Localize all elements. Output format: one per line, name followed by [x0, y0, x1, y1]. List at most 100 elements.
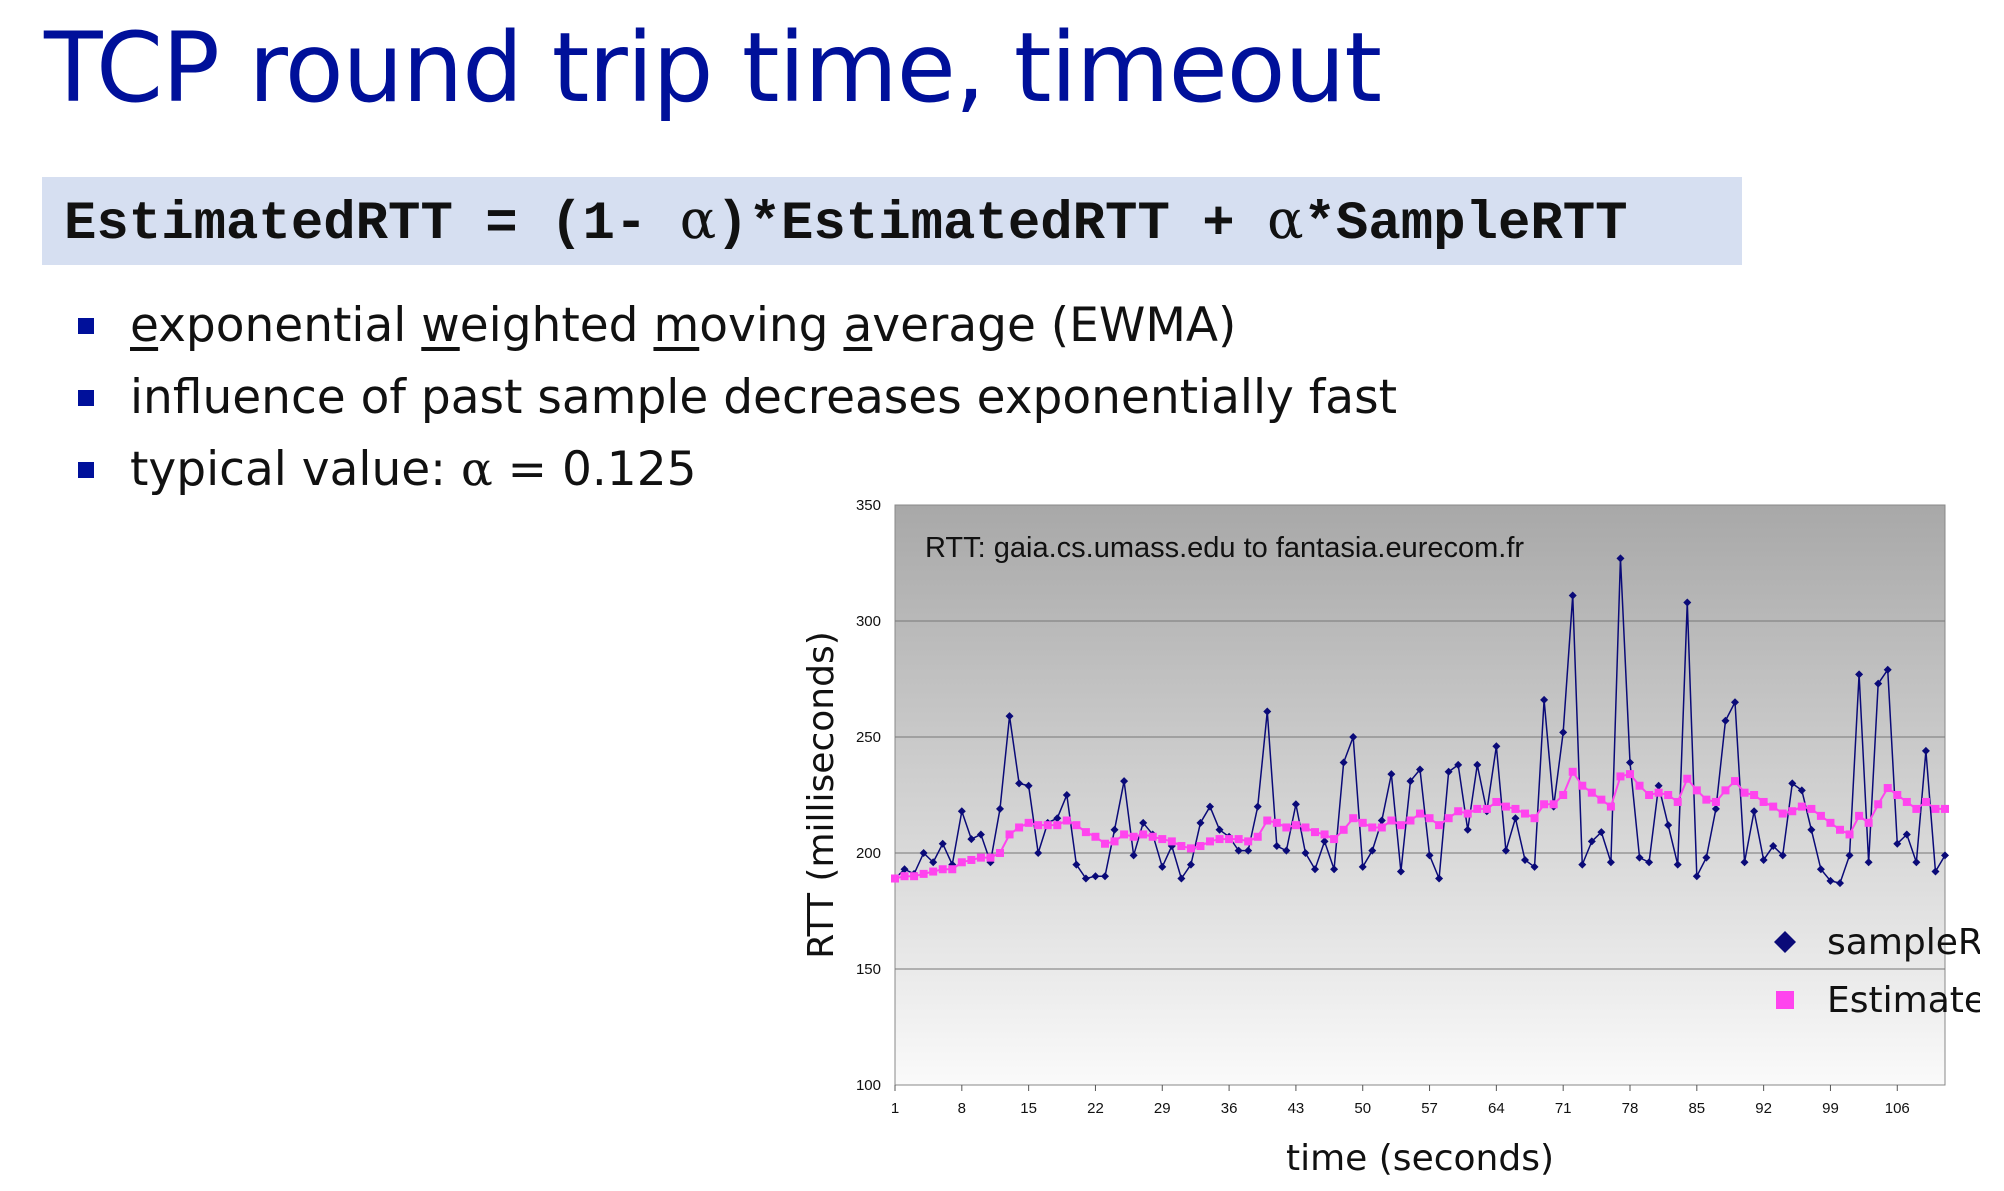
sample-rtt-point	[1272, 842, 1281, 851]
sample-rtt-point	[1454, 760, 1463, 769]
sample-rtt-point	[1616, 554, 1625, 563]
sample-rtt-point	[1129, 851, 1138, 860]
estimated-rtt-point	[1664, 791, 1673, 799]
square-bullet-icon	[78, 462, 94, 478]
sample-rtt-point	[1740, 858, 1749, 867]
estimated-rtt-point	[1683, 774, 1692, 783]
sample-rtt-point	[1635, 853, 1644, 862]
formula-box	[42, 177, 1742, 265]
sample-rtt-point	[1778, 851, 1787, 860]
sample-rtt-point	[1330, 865, 1339, 874]
estimated-rtt-point	[1473, 804, 1482, 813]
x-tick-label: 1	[891, 1100, 899, 1117]
x-tick-label: 57	[1421, 1100, 1438, 1117]
sample-rtt-point	[1301, 849, 1310, 857]
estimated-rtt-point	[1826, 818, 1835, 827]
sample-rtt-point	[1206, 802, 1214, 811]
estimated-rtt-point	[1654, 788, 1663, 797]
legend: sampleRTT EstimatedRTT	[1774, 922, 1980, 1021]
sample-rtt-point	[1416, 765, 1424, 774]
sample-rtt-point	[1234, 846, 1243, 855]
y-tick-label: 200	[856, 845, 881, 862]
sample-rtt-point	[1263, 707, 1272, 716]
slide-title: TCP round trip time, timeout	[44, 12, 1382, 124]
y-axis-label: RTT (milliseconds)	[801, 631, 842, 959]
sample-rtt-point	[1053, 814, 1062, 823]
sample-rtt-point	[1845, 851, 1854, 860]
x-tick-label: 78	[1622, 1100, 1639, 1117]
sample-rtt-point	[900, 865, 909, 874]
sample-rtt-point	[1721, 716, 1730, 725]
sample-rtt-point	[1568, 591, 1577, 600]
bullet-text: oving	[699, 298, 844, 353]
sample-rtt-point	[1587, 837, 1596, 846]
x-tick-label: 99	[1822, 1100, 1839, 1117]
sample-rtt-point	[1396, 867, 1405, 876]
estimated-rtt-point	[1635, 781, 1644, 790]
estimated-rtt-point	[967, 855, 976, 864]
estimated-rtt-point	[1043, 821, 1052, 830]
sample-rtt-point	[1282, 846, 1291, 855]
sample-rtt-point	[1377, 816, 1386, 825]
estimated-rtt-point	[1902, 797, 1911, 806]
estimated-rtt-point	[1587, 788, 1596, 797]
sample-rtt-point	[1091, 872, 1100, 881]
estimated-rtt-point	[1568, 767, 1577, 776]
estimated-rtt-point	[1282, 823, 1291, 832]
sample-rtt-point	[1072, 860, 1081, 869]
sample-rtt-point	[1291, 800, 1300, 809]
estimated-rtt-point	[1578, 781, 1587, 790]
x-tick-label: 36	[1221, 1100, 1238, 1117]
estimated-rtt-point	[1425, 814, 1434, 823]
estimated-rtt-point	[1272, 818, 1281, 827]
x-tick-label: 8	[958, 1100, 966, 1117]
sample-rtt-point	[1101, 872, 1109, 881]
sample-rtt-point	[1110, 825, 1119, 834]
sample-rtt-point	[1463, 825, 1472, 834]
estimated-rtt-point	[1673, 797, 1682, 806]
estimated-rtt-point	[1530, 814, 1539, 823]
estimated-rtt-point	[1024, 818, 1033, 827]
estimated-rtt-point	[1034, 821, 1043, 830]
sample-rtt-point	[1320, 837, 1329, 846]
estimated-rtt-point	[1177, 842, 1186, 851]
sample-rtt-point	[967, 835, 976, 844]
sample-rtt-point	[1788, 779, 1797, 788]
formula-alpha-1: α	[679, 188, 717, 251]
sample-rtt-point	[919, 849, 928, 857]
sample-rtt-point	[929, 858, 938, 867]
legend-label: EstimatedRTT	[1827, 980, 1980, 1021]
estimated-rtt-point	[1215, 835, 1224, 844]
x-axis-label: time (seconds)	[1286, 1138, 1554, 1179]
estimated-rtt-point	[1597, 795, 1606, 804]
bullet-text: eighted	[459, 298, 654, 353]
estimated-rtt-point	[1387, 816, 1396, 825]
estimated-rtt-point	[1740, 788, 1749, 797]
sample-rtt-point	[1902, 830, 1911, 839]
estimated-rtt-point	[1072, 821, 1081, 830]
estimated-rtt-point	[1186, 844, 1195, 853]
rtt-chart: 100 150 200 250 300 350 1 8 15 22 29 36 43 50 57 64 71 7…	[801, 497, 1980, 1179]
sample-rtt-point	[1654, 781, 1663, 790]
estimated-rtt-point	[1406, 816, 1415, 825]
sample-rtt-point	[1836, 879, 1844, 888]
sample-rtt-point	[1797, 786, 1806, 795]
x-tick-label: 92	[1755, 1100, 1772, 1117]
estimated-rtt-point	[1501, 802, 1510, 811]
sample-rtt-point	[1750, 807, 1759, 816]
x-tick-label: 71	[1555, 1100, 1572, 1117]
estimated-rtt-point	[1711, 797, 1720, 806]
bullet-text: m	[653, 298, 700, 353]
estimated-rtt-point	[957, 858, 966, 867]
x-tick-label: 29	[1154, 1100, 1171, 1117]
bullet-text: w	[421, 298, 460, 353]
estimated-rtt-point	[1864, 818, 1873, 827]
sample-rtt-point	[1511, 814, 1520, 823]
sample-rtt-point	[1769, 842, 1778, 851]
legend-label: sampleRTT	[1827, 922, 1980, 963]
bullet-text: α	[460, 442, 493, 497]
estimated-rtt-point	[1396, 821, 1405, 830]
formula-part-3: *SampleRTT	[1303, 194, 1628, 255]
estimated-rtt-point	[1778, 809, 1787, 818]
square-bullet-icon	[78, 390, 94, 406]
